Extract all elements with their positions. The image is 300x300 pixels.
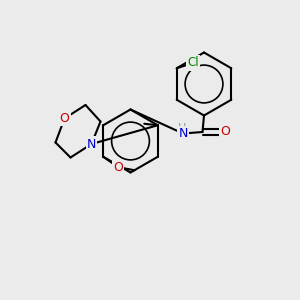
Text: Cl: Cl [188, 56, 199, 69]
Text: H: H [178, 123, 187, 133]
Text: N: N [87, 137, 96, 151]
Text: O: O [60, 112, 69, 125]
Text: N: N [178, 127, 188, 140]
Text: O: O [113, 161, 123, 174]
Text: O: O [220, 125, 230, 139]
